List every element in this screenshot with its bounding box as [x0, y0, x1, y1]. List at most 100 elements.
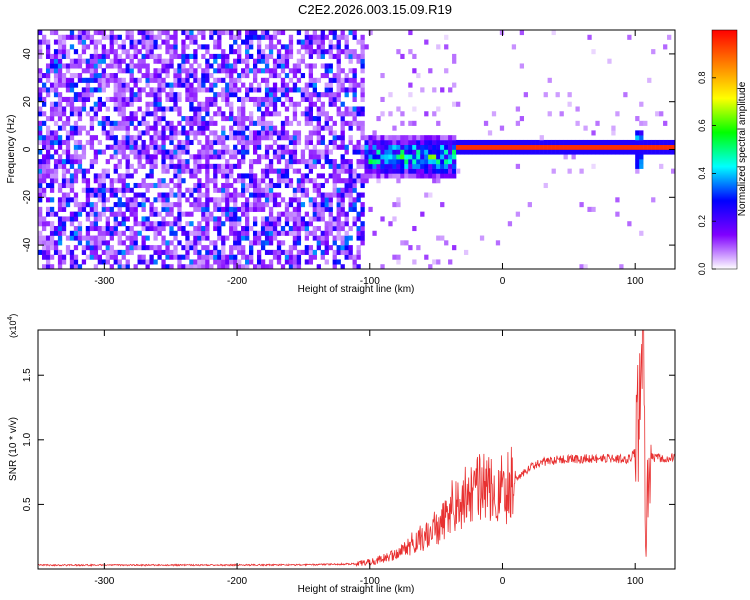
- heatmap-cell: [61, 53, 67, 59]
- heatmap-cell: [189, 240, 194, 246]
- heatmap-cell: [69, 130, 75, 136]
- heatmap-cell: [221, 92, 226, 98]
- heatmap-cell: [396, 106, 401, 112]
- heatmap-cell: [233, 240, 238, 246]
- heatmap-cell: [149, 39, 154, 45]
- heatmap-cell: [97, 82, 102, 88]
- heatmap-cell: [316, 116, 321, 122]
- heatmap-cell: [659, 149, 664, 155]
- heatmap-cell: [356, 163, 361, 169]
- heatmap-cell: [153, 101, 158, 107]
- heatmap-cell: [268, 53, 274, 59]
- heatmap-cell: [344, 120, 349, 126]
- heatmap-cell: [599, 144, 604, 150]
- heatmap-cell: [89, 187, 95, 193]
- heatmap-cell: [555, 92, 560, 98]
- heatmap-cell: [137, 154, 142, 160]
- heatmap-cell: [272, 225, 278, 232]
- heatmap-cell: [125, 187, 130, 193]
- heatmap-cell: [209, 254, 214, 260]
- heatmap-cell: [85, 92, 91, 98]
- heatmap-cell: [81, 144, 87, 150]
- heatmap-cell: [173, 101, 178, 107]
- heatmap-cell: [93, 192, 99, 198]
- heatmap-cell: [61, 197, 67, 203]
- heatmap-cell: [97, 120, 102, 126]
- heatmap-cell: [272, 82, 278, 88]
- heatmap-cell: [205, 63, 210, 69]
- heatmap-cell: [233, 149, 238, 155]
- heatmap-cell: [185, 130, 190, 136]
- heatmap-cell: [627, 144, 632, 150]
- heatmap-cell: [241, 182, 246, 189]
- heatmap-cell: [173, 77, 178, 83]
- heatmap-cell: [456, 101, 461, 107]
- heatmap-cell: [145, 154, 150, 160]
- heatmap-cell: [169, 58, 174, 64]
- heatmap-cell: [177, 106, 182, 112]
- heatmap-cell: [81, 101, 87, 107]
- heatmap-cell: [181, 53, 186, 59]
- heatmap-cell: [229, 135, 234, 141]
- heatmap-cell: [320, 249, 325, 255]
- heatmap-cell: [292, 259, 298, 265]
- heatmap-cell: [336, 49, 341, 55]
- heatmap-cell: [173, 149, 178, 155]
- heatmap-cell: [328, 139, 333, 146]
- heatmap-cell: [73, 120, 79, 126]
- heatmap-cell: [241, 130, 246, 136]
- heatmap-cell: [38, 221, 43, 227]
- heatmap-cell: [77, 235, 83, 241]
- heatmap-cell: [49, 168, 55, 174]
- heatmap-cell: [268, 87, 274, 93]
- heatmap-cell: [352, 264, 357, 269]
- colorbar-tick-label: 0.4: [697, 167, 707, 180]
- heatmap-cell: [213, 58, 218, 64]
- heatmap-cell: [117, 259, 122, 265]
- heatmap-cell: [241, 230, 246, 236]
- x-tick-label: -300: [94, 576, 114, 587]
- heatmap-cell: [316, 135, 321, 141]
- heatmap-cell: [344, 245, 349, 251]
- heatmap-cell: [260, 101, 266, 107]
- heatmap-cell: [360, 125, 365, 131]
- heatmap-cell: [316, 173, 321, 179]
- heatmap-cell: [145, 44, 150, 50]
- heatmap-cell: [324, 34, 329, 40]
- heatmap-cell: [53, 149, 59, 155]
- heatmap-cell: [264, 163, 270, 169]
- heatmap-cell: [41, 139, 47, 146]
- heatmap-cell: [225, 58, 230, 64]
- heatmap-cell: [635, 154, 640, 160]
- heatmap-cell: [97, 96, 102, 102]
- heatmap-cell: [53, 211, 59, 217]
- heatmap-cell: [161, 178, 166, 184]
- heatmap-cell: [165, 96, 170, 102]
- heatmap-cell: [197, 30, 202, 36]
- heatmap-cell: [201, 73, 206, 79]
- heatmap-cell: [284, 96, 290, 102]
- heatmap-cell: [121, 49, 126, 55]
- heatmap-cell: [217, 264, 222, 269]
- x-tick-label: 100: [627, 576, 644, 587]
- heatmap-cell: [408, 144, 413, 150]
- heatmap-cell: [81, 68, 87, 74]
- heatmap-cell: [93, 178, 99, 184]
- heatmap-cell: [237, 44, 242, 50]
- heatmap-cell: [360, 106, 365, 112]
- heatmap-cell: [197, 111, 202, 117]
- heatmap-cell: [296, 197, 302, 203]
- heatmap-cell: [81, 149, 87, 155]
- heatmap-cell: [89, 116, 95, 122]
- heatmap-cell: [268, 34, 274, 40]
- heatmap-cell: [237, 130, 242, 136]
- heatmap-cell: [316, 154, 321, 160]
- heatmap-cell: [41, 159, 47, 165]
- heatmap-cell: [145, 235, 150, 241]
- heatmap-cell: [304, 44, 310, 50]
- heatmap-cell: [189, 87, 194, 93]
- heatmap-cell: [284, 87, 290, 93]
- heatmap-cell: [77, 144, 83, 150]
- heatmap-cell: [205, 135, 210, 141]
- heatmap-cell: [276, 245, 282, 251]
